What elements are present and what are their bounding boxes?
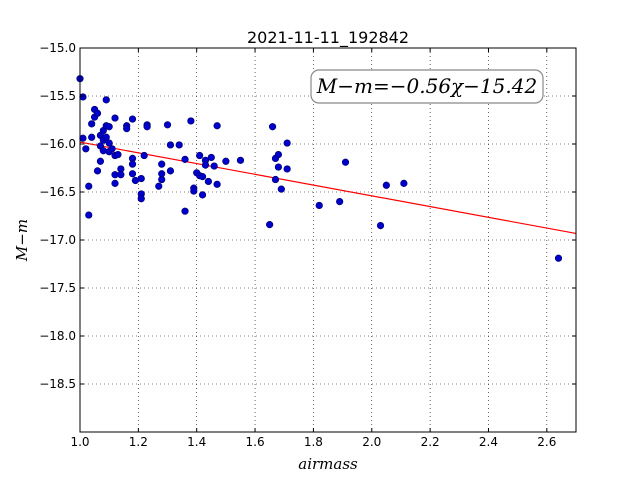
data-point — [554, 254, 563, 262]
data-points — [76, 75, 563, 262]
x-tick-label: 2.0 — [362, 435, 381, 449]
axis-ticks: 1.0 1.2 1.4 1.6 1.8 2.0 2.2 2.4 2.6 −15.0 −15.5 −16… — [39, 41, 576, 449]
x-tick-label: 1.0 — [70, 435, 89, 449]
data-point — [158, 160, 166, 168]
data-point — [283, 165, 291, 173]
data-point — [166, 167, 175, 175]
data-point — [140, 151, 148, 160]
data-point — [222, 157, 230, 165]
data-point — [88, 133, 96, 141]
data-point — [266, 221, 274, 229]
x-tick-label: 1.8 — [304, 435, 323, 449]
data-point — [196, 151, 204, 160]
y-tick-label: −16.5 — [39, 185, 76, 199]
data-point — [283, 139, 291, 147]
y-tick-label: −17.5 — [39, 281, 76, 295]
data-point — [117, 171, 125, 179]
data-point — [102, 96, 110, 104]
x-tick-label: 2.2 — [421, 435, 440, 449]
data-point — [382, 181, 390, 189]
data-point — [85, 182, 93, 190]
y-tick-label: −15.5 — [39, 89, 76, 103]
data-point — [85, 211, 93, 219]
data-point — [198, 191, 207, 199]
data-point — [93, 109, 102, 117]
data-point — [271, 175, 280, 184]
data-point — [99, 147, 107, 155]
x-tick-label: 1.6 — [246, 435, 265, 449]
x-tick-label: 1.2 — [129, 435, 148, 449]
data-point — [236, 156, 245, 164]
data-point — [79, 134, 87, 142]
data-point — [163, 121, 172, 129]
data-point — [190, 187, 198, 195]
y-axis-label: M−m — [13, 219, 31, 262]
data-point — [268, 123, 277, 131]
data-point — [105, 123, 113, 131]
data-point — [108, 145, 116, 153]
x-axis-label: airmass — [298, 455, 358, 473]
y-tick-label: −15.0 — [39, 41, 76, 55]
data-point — [88, 120, 96, 128]
data-point — [137, 195, 145, 203]
data-point — [277, 185, 285, 193]
data-point — [102, 133, 110, 141]
y-tick-label: −18.5 — [39, 377, 76, 391]
x-tick-label: 2.6 — [537, 435, 556, 449]
y-tick-label: −17.0 — [39, 233, 76, 247]
data-point — [123, 125, 131, 133]
data-point — [96, 157, 105, 165]
data-point — [128, 115, 137, 123]
y-tick-label: −16.0 — [39, 137, 76, 151]
data-point — [213, 122, 221, 130]
data-point — [341, 158, 350, 166]
data-point — [158, 175, 166, 184]
data-point — [201, 161, 210, 169]
fit-annotation: M−m=−0.56χ−15.42 — [310, 69, 544, 104]
data-point — [376, 222, 385, 230]
data-point — [166, 141, 175, 149]
annotation-box — [310, 69, 544, 104]
data-point — [93, 167, 102, 175]
data-point — [114, 150, 122, 159]
data-point — [400, 179, 408, 187]
data-point — [207, 153, 215, 162]
data-point — [111, 179, 119, 187]
plot-area — [76, 75, 577, 262]
fit-equation: M−m=−0.56χ−15.42 — [316, 74, 537, 98]
data-point — [143, 123, 151, 131]
data-point — [204, 177, 212, 186]
data-point — [175, 141, 183, 149]
data-point — [274, 163, 283, 171]
data-point — [105, 139, 113, 147]
y-tick-label: −18.0 — [39, 329, 76, 343]
data-point — [274, 150, 283, 159]
data-point — [82, 145, 90, 153]
data-point — [181, 155, 189, 163]
data-point — [187, 117, 195, 125]
data-point — [111, 114, 119, 122]
data-point — [210, 162, 218, 170]
data-point — [137, 174, 145, 183]
x-tick-label: 2.4 — [479, 435, 498, 449]
data-point — [79, 93, 87, 101]
data-point — [128, 170, 137, 178]
data-point — [315, 201, 323, 210]
data-point — [128, 160, 137, 168]
data-point — [336, 198, 344, 206]
fit-line — [79, 141, 577, 235]
data-point — [213, 180, 221, 188]
data-point — [155, 182, 163, 190]
data-point — [181, 207, 189, 215]
chart-title: 2021-11-11_192842 — [247, 28, 409, 48]
x-tick-label: 1.4 — [187, 435, 206, 449]
data-point — [198, 173, 207, 181]
